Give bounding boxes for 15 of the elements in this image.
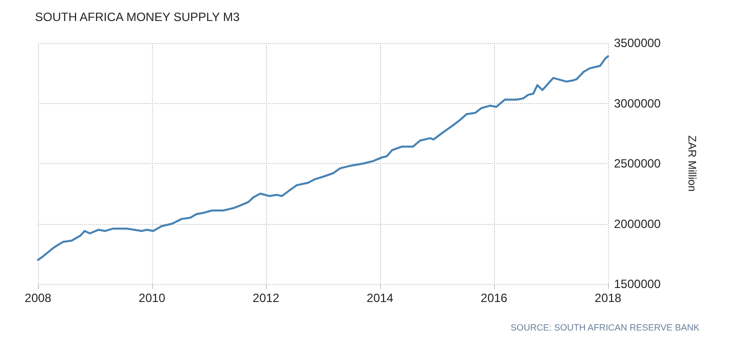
x-tick-label: 2008 [24,291,52,305]
line-series [37,55,609,261]
source-note: SOURCE: SOUTH AFRICAN RESERVE BANK [510,322,700,332]
y-axis-title: ZAR Million [686,135,698,192]
y-tick-label: 2500000 [614,156,662,170]
y-tick-label: 3500000 [614,36,662,50]
x-tick-label: 2016 [480,291,508,305]
x-tick-label: 2012 [252,291,280,305]
chart-title: SOUTH AFRICA MONEY SUPPLY M3 [35,10,240,24]
y-tick-label: 3000000 [614,96,662,110]
x-tick-label: 2018 [594,291,622,305]
x-tick-label: 2010 [138,291,166,305]
x-tick-label: 2014 [366,291,394,305]
y-tick-label: 2000000 [614,216,662,231]
y-tick-label: 1500000 [614,277,662,291]
